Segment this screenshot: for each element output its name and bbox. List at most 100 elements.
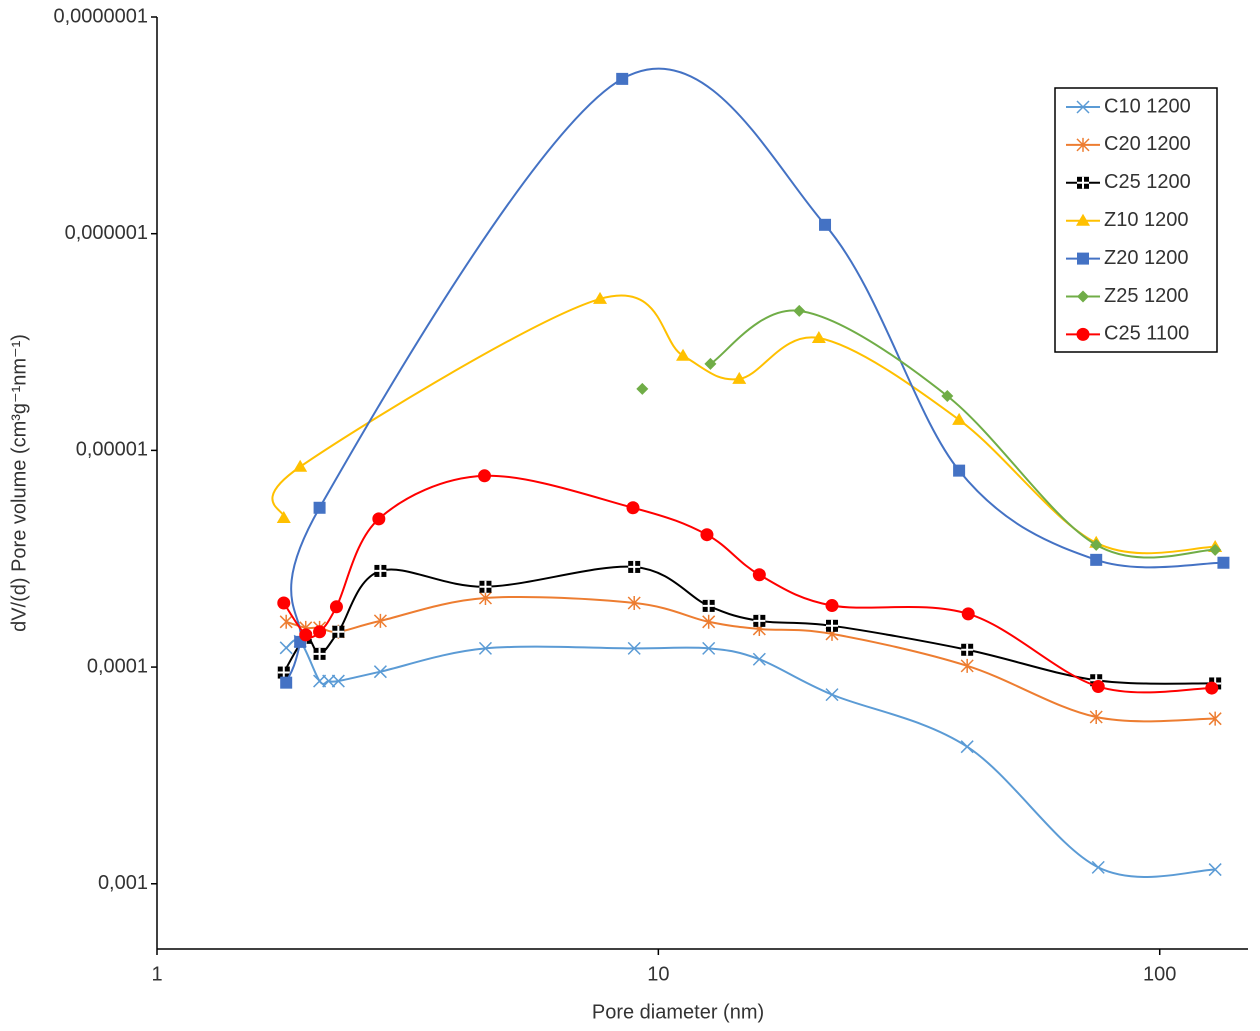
marker (373, 665, 387, 679)
marker (676, 348, 691, 361)
marker (1090, 538, 1103, 551)
marker (374, 564, 387, 577)
marker (593, 291, 608, 304)
marker (1217, 556, 1230, 569)
marker (373, 613, 387, 628)
marker-cross (313, 647, 326, 660)
marker (811, 331, 826, 344)
marker (826, 619, 839, 632)
marker (702, 614, 716, 629)
y-axis-title: dV/(d) Pore volume (cm³g⁻¹nm⁻¹) (8, 334, 30, 632)
marker (1076, 137, 1090, 152)
marker-cross (277, 666, 290, 679)
legend-label: Z25 1200 (1104, 285, 1189, 307)
marker (299, 628, 313, 642)
x-tick-label: 1 (151, 963, 162, 985)
marker (704, 357, 717, 370)
marker (329, 600, 343, 614)
y-tick-label: 0,00001 (76, 439, 148, 461)
x-axis-title: Pore diameter (nm) (592, 1001, 764, 1023)
marker-cross (961, 643, 974, 656)
marker (627, 641, 641, 655)
legend-label: C25 1100 (1104, 323, 1189, 345)
marker (277, 596, 291, 610)
legend-label: C10 1200 (1104, 95, 1191, 117)
marker (1076, 100, 1090, 114)
marker (1077, 176, 1089, 189)
series-line (285, 638, 1216, 878)
marker (941, 389, 954, 402)
marker-cross (332, 625, 345, 638)
series-line (282, 474, 1212, 694)
marker (627, 595, 641, 610)
marker (1076, 327, 1090, 341)
marker (819, 218, 832, 231)
marker-cross (374, 564, 387, 577)
y-tick-label: 0,000001 (65, 222, 148, 244)
marker (478, 641, 492, 655)
legend-label: C20 1200 (1104, 133, 1191, 155)
marker (279, 614, 293, 629)
marker (293, 459, 308, 472)
marker (793, 304, 806, 317)
marker (1205, 681, 1219, 695)
marker (1208, 863, 1222, 877)
marker (477, 469, 491, 483)
marker (960, 740, 974, 754)
marker (313, 501, 326, 514)
y-tick-label: 0,0001 (87, 655, 148, 677)
marker-cross (479, 580, 492, 593)
marker (313, 647, 326, 660)
marker (753, 614, 766, 627)
marker (313, 674, 327, 688)
legend-label: Z10 1200 (1104, 209, 1189, 231)
marker (1209, 543, 1222, 556)
marker (1091, 860, 1105, 874)
marker (700, 528, 714, 542)
marker-cross (702, 599, 715, 612)
series-line (285, 67, 1224, 684)
marker (628, 560, 641, 573)
marker (279, 641, 293, 655)
marker (332, 625, 345, 638)
y-tick-label: 0,0000001 (53, 5, 148, 27)
marker (961, 643, 974, 656)
marker-cross (628, 560, 641, 573)
marker (478, 591, 492, 606)
marker (626, 501, 640, 515)
marker (313, 625, 327, 639)
marker (280, 676, 293, 689)
marker (953, 464, 966, 477)
marker (1076, 213, 1090, 226)
marker (1091, 680, 1105, 694)
marker (322, 674, 336, 688)
marker (1089, 710, 1103, 725)
marker (960, 658, 974, 673)
marker (702, 641, 716, 655)
x-tick-label: 100 (1143, 963, 1176, 985)
marker (636, 382, 649, 395)
marker-cross (753, 614, 766, 627)
marker (752, 568, 766, 582)
y-tick-label: 0,001 (98, 872, 148, 894)
marker (1077, 290, 1089, 303)
marker (825, 599, 839, 613)
marker (1208, 711, 1222, 726)
marker (732, 371, 747, 384)
marker (276, 510, 291, 523)
series-line (282, 565, 1216, 685)
marker (277, 666, 290, 679)
marker (752, 652, 766, 666)
marker (952, 412, 967, 425)
legend-label: Z20 1200 (1104, 247, 1189, 269)
marker (825, 688, 839, 702)
marker-cross (1077, 176, 1089, 189)
x-tick-label: 10 (647, 963, 669, 985)
marker-cross (826, 619, 839, 632)
marker (372, 512, 386, 526)
marker (1077, 252, 1089, 265)
marker (702, 599, 715, 612)
marker (479, 580, 492, 593)
marker (331, 674, 345, 688)
